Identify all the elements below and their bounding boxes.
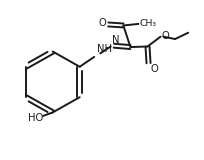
Text: O: O (161, 31, 169, 41)
Text: O: O (151, 64, 159, 74)
Text: NH: NH (98, 44, 112, 54)
Text: HO: HO (28, 113, 43, 123)
Text: CH₃: CH₃ (140, 19, 156, 28)
Text: N: N (112, 35, 119, 45)
Text: O: O (99, 19, 107, 28)
